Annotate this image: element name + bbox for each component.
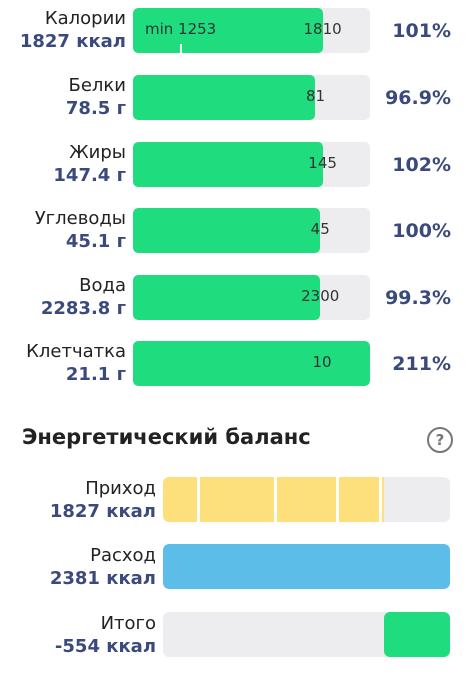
min-marker bbox=[180, 44, 183, 53]
balance-label: Расход bbox=[90, 545, 156, 566]
nutrient-percent: 102% bbox=[392, 154, 451, 176]
nutrient-progress-fill bbox=[133, 208, 321, 253]
income-bar-divider bbox=[274, 477, 277, 522]
nutrient-row-water[interactable]: Вода 2283.8 г 2300 99.3% bbox=[0, 267, 473, 327]
nutrient-row-fiber[interactable]: Клетчатка 21.1 г 10 211% bbox=[0, 333, 473, 393]
nutrient-name: Белки bbox=[68, 75, 127, 96]
nutrient-amount: 1827 ккал bbox=[19, 31, 126, 52]
nutrient-amount: 78.5 г bbox=[65, 98, 126, 119]
nutrient-progress-track: 145 bbox=[133, 142, 370, 187]
nutrient-progress-fill bbox=[133, 8, 323, 53]
nutrient-goal: 145 bbox=[308, 154, 337, 172]
nutrient-goal: 10 bbox=[312, 353, 332, 371]
nutrient-percent: 99.3% bbox=[385, 287, 451, 309]
nutrient-progress-track: 2300 bbox=[133, 275, 370, 320]
nutrient-progress-fill bbox=[133, 275, 321, 320]
nutrient-name: Вода bbox=[79, 275, 126, 296]
nutrient-progress-fill bbox=[133, 75, 316, 120]
nutrient-row-fat[interactable]: Жиры 147.4 г 145 102% bbox=[0, 134, 473, 194]
nutrient-name: Клетчатка bbox=[26, 341, 126, 362]
nutrient-progress-fill bbox=[133, 142, 323, 187]
nutrient-progress-track: 81 bbox=[133, 75, 370, 120]
total-bar-fill bbox=[383, 612, 450, 657]
income-bar-divider bbox=[197, 477, 200, 522]
balance-value: 2381 ккал bbox=[49, 568, 156, 589]
nutrient-progress-track: 45 bbox=[133, 208, 370, 253]
expense-bar-track bbox=[163, 544, 450, 589]
nutrient-amount: 21.1 г bbox=[65, 364, 126, 385]
balance-label: Приход bbox=[85, 478, 156, 499]
income-bar-divider bbox=[336, 477, 339, 522]
question-circle-icon[interactable]: ? bbox=[427, 427, 453, 453]
nutrient-percent: 96.9% bbox=[385, 87, 451, 109]
nutrient-goal: 1810 bbox=[303, 20, 342, 38]
nutrient-name: Калории bbox=[44, 8, 126, 29]
balance-value: -554 ккал bbox=[54, 636, 156, 657]
nutrient-progress-fill bbox=[133, 341, 370, 386]
nutrient-percent: 101% bbox=[392, 20, 451, 42]
balance-row-expense: Расход 2381 ккал bbox=[0, 537, 473, 597]
income-bar-divider bbox=[379, 477, 382, 522]
balance-value: 1827 ккал bbox=[49, 501, 156, 522]
balance-row-income: Приход 1827 ккал bbox=[0, 470, 473, 530]
nutrient-amount: 45.1 г bbox=[65, 231, 126, 252]
balance-label: Итого bbox=[100, 613, 156, 634]
nutrient-goal: 45 bbox=[310, 220, 330, 238]
nutrient-amount: 147.4 г bbox=[53, 165, 126, 186]
nutrient-progress-track: min 1253 1810 bbox=[133, 8, 370, 53]
nutrient-percent: 100% bbox=[392, 220, 451, 242]
nutrient-goal: 2300 bbox=[301, 287, 340, 305]
nutrient-name: Жиры bbox=[69, 142, 126, 163]
balance-row-total: Итого -554 ккал bbox=[0, 605, 473, 665]
nutrient-row-carbs[interactable]: Углеводы 45.1 г 45 100% bbox=[0, 200, 473, 260]
nutrient-amount: 2283.8 г bbox=[40, 298, 126, 319]
section-title-energy-balance: Энергетический баланс bbox=[22, 425, 311, 449]
nutrient-row-calories[interactable]: Калории 1827 ккал min 1253 1810 101% bbox=[0, 0, 473, 60]
expense-bar-fill bbox=[163, 544, 450, 589]
nutrient-progress-track: 10 bbox=[133, 341, 370, 386]
nutrient-name: Углеводы bbox=[34, 208, 126, 229]
nutrient-goal: 81 bbox=[305, 87, 326, 105]
nutrient-percent: 211% bbox=[392, 353, 451, 375]
total-bar-track bbox=[163, 612, 450, 657]
income-bar-track bbox=[163, 477, 450, 522]
min-label: min 1253 bbox=[145, 20, 217, 38]
nutrient-row-protein[interactable]: Белки 78.5 г 81 96.9% bbox=[0, 67, 473, 127]
